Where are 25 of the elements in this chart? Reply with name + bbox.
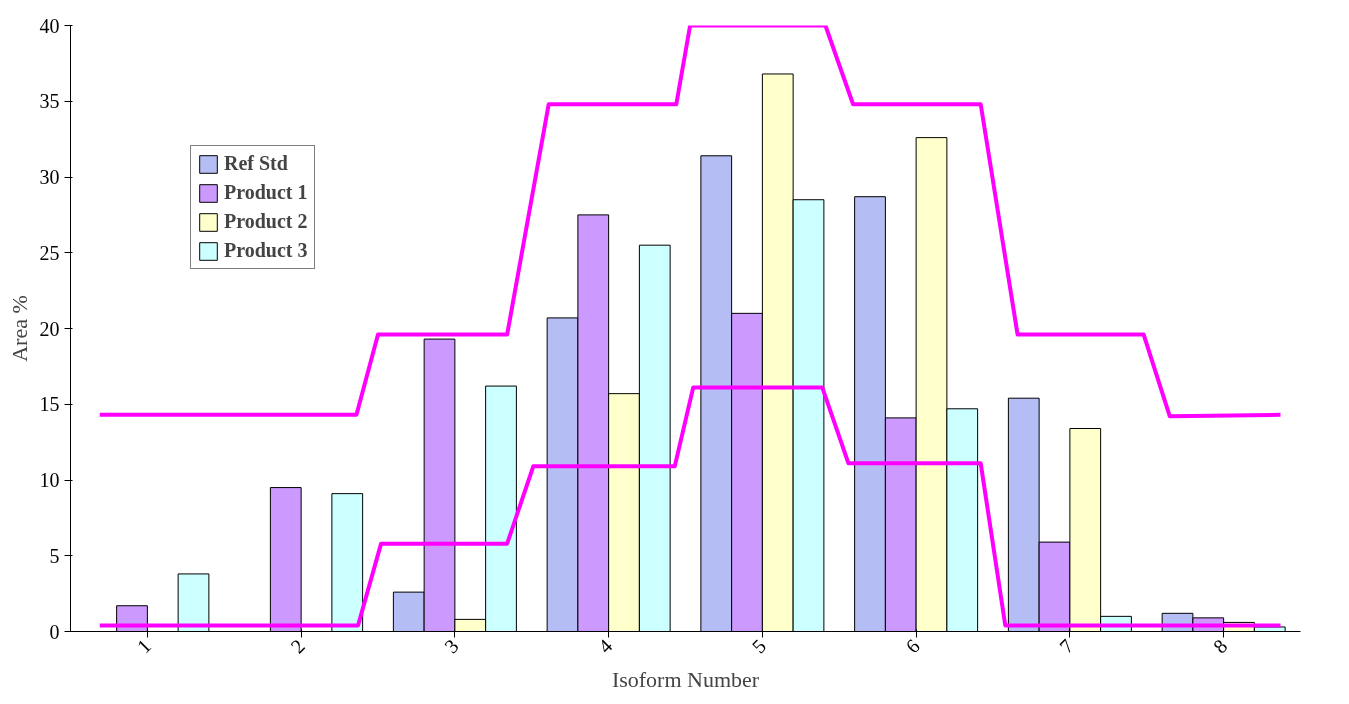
y-tick-label: 40 (39, 14, 60, 37)
y-tick-label: 0 (49, 620, 60, 643)
y-tick-label: 5 (49, 544, 60, 567)
y-tick-label: 15 (39, 393, 60, 416)
y-tick-label: 30 (39, 166, 60, 188)
y-tick-label: 35 (39, 90, 60, 113)
x-tick-label: 1 (132, 634, 156, 658)
x-tick-label: 8 (1208, 634, 1232, 658)
x-tick-label: 5 (747, 634, 771, 658)
y-tick-label: 20 (39, 317, 60, 340)
x-tick-label: 3 (440, 634, 463, 658)
x-axis-title: Isoform Number (611, 667, 760, 693)
x-tick-label: 6 (901, 634, 924, 658)
y-tick-label: 10 (39, 469, 60, 491)
legend-label: Product 2 (224, 210, 308, 233)
x-tick-label: 2 (286, 634, 309, 658)
x-tick-label: 7 (1055, 634, 1078, 658)
legend-label: Product 3 (224, 239, 308, 262)
legend-label: Product 1 (224, 181, 308, 204)
legend-label: Ref Std (224, 152, 288, 175)
x-tick-label: 4 (593, 634, 617, 658)
y-axis-title: Area % (6, 295, 32, 362)
line-series (97, 25, 1283, 419)
line-series (97, 385, 1283, 628)
y-tick-label: 25 (39, 241, 60, 264)
